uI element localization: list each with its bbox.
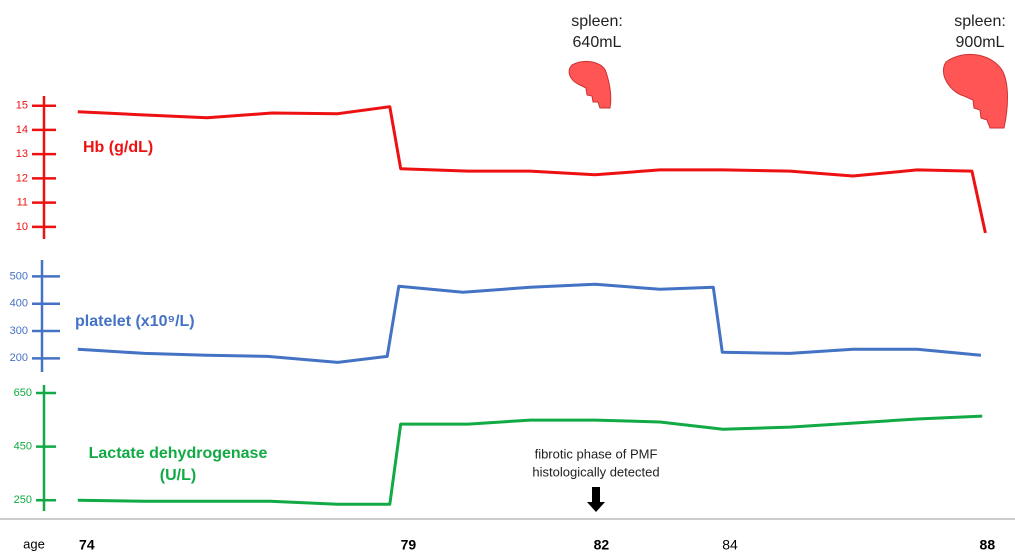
y-tick-label: 400 xyxy=(10,298,28,310)
y-tick-label: 14 xyxy=(16,124,28,136)
series-label: platelet (x10⁹/L) xyxy=(75,313,195,330)
x-axis-label: age xyxy=(23,536,45,551)
y-tick-label: 300 xyxy=(10,325,28,337)
x-tick-label: 88 xyxy=(980,537,996,552)
series-line xyxy=(78,107,986,233)
series-label: Lactate dehydrogenase xyxy=(89,445,268,462)
annotation: spleen: xyxy=(571,13,623,30)
x-tick-label: 82 xyxy=(594,537,610,552)
y-tick-label: 13 xyxy=(16,148,28,160)
x-tick-label: 79 xyxy=(401,537,417,552)
y-tick-label: 10 xyxy=(16,221,28,233)
annotation: histologically detected xyxy=(532,464,659,479)
x-tick-label: 84 xyxy=(722,537,738,552)
spleen-icon xyxy=(569,61,611,108)
arrow xyxy=(587,487,605,512)
y-tick-label: 650 xyxy=(14,387,32,399)
y-tick-label: 15 xyxy=(16,100,28,112)
spleen-icon xyxy=(943,54,1007,128)
y-tick-label: 500 xyxy=(10,270,28,282)
annotation: fibrotic phase of PMF xyxy=(535,446,658,461)
y-tick-label: 200 xyxy=(10,352,28,364)
x-tick-label: 74 xyxy=(79,537,95,552)
series-label: Hb (g/dL) xyxy=(83,139,153,156)
y-tick-label: 250 xyxy=(14,494,32,506)
annotation: spleen: xyxy=(954,13,1006,30)
annotation: 640mL xyxy=(573,34,622,51)
series-label: (U/L) xyxy=(160,467,196,484)
y-tick-label: 11 xyxy=(17,197,28,209)
annotation: 900mL xyxy=(956,34,1005,51)
y-tick-label: 12 xyxy=(16,172,28,184)
y-tick-label: 450 xyxy=(14,441,32,453)
chart: age 74 79 82 84 88 10 11 12 13 14 15 Hb (g/dL) 200 300… xyxy=(0,0,1015,552)
series-line xyxy=(78,284,981,362)
